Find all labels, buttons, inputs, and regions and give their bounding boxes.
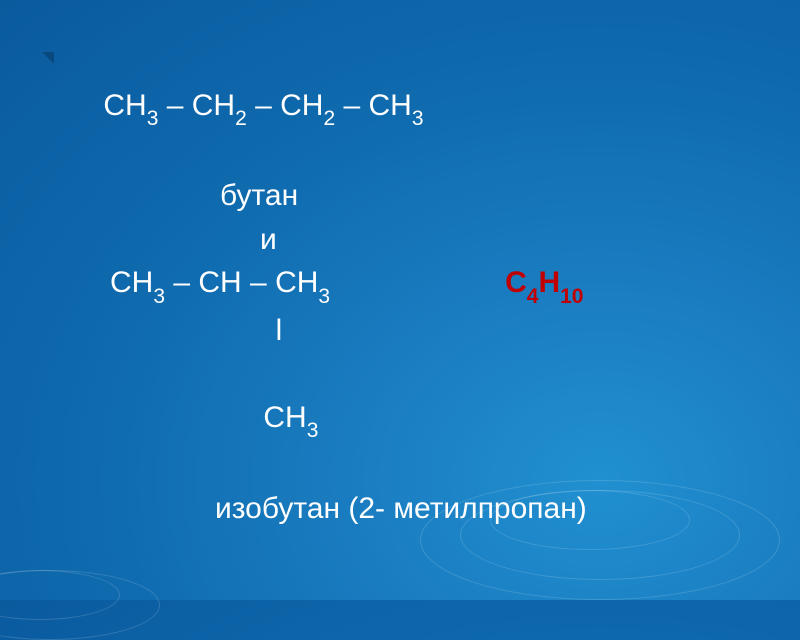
subscript: 2 xyxy=(235,107,247,130)
formula-text: – СН xyxy=(247,89,324,122)
formula-methyl-branch: СН3 xyxy=(70,352,750,486)
bond-vertical: ǀ xyxy=(70,309,750,353)
subscript: 3 xyxy=(147,107,159,130)
slide-content: СН3 – СН2 – СН2 – СН3 бутан и СН3 – СН –… xyxy=(0,0,800,530)
molecular-formula: С4Н10 xyxy=(505,261,583,308)
conjunction-and: и xyxy=(70,218,750,262)
formula-text: – СН xyxy=(158,89,235,122)
ripple-decoration xyxy=(490,490,690,550)
formula-isobutane-main: СН3 – СН – СН3 xyxy=(70,261,330,308)
formula-text: СН xyxy=(263,401,306,434)
subscript: 3 xyxy=(318,285,330,308)
formula-text: С xyxy=(505,266,527,299)
formula-text: СН xyxy=(110,266,153,299)
formula-text: – СН xyxy=(335,89,412,122)
formula-row-isobutane: СН3 – СН – СН3 С4Н10 xyxy=(70,261,750,308)
label-butane: бутан xyxy=(70,174,750,218)
subscript: 4 xyxy=(527,285,539,308)
formula-text: – СН – СН xyxy=(165,266,318,299)
formula-text: Н xyxy=(538,266,560,299)
formula-text: СН xyxy=(103,89,146,122)
subscript: 10 xyxy=(560,285,583,308)
subscript: 3 xyxy=(307,419,319,442)
formula-butane: СН3 – СН2 – СН2 – СН3 xyxy=(70,40,750,174)
subscript: 3 xyxy=(153,285,165,308)
subscript: 2 xyxy=(323,107,335,130)
ripple-decoration xyxy=(0,570,160,640)
subscript: 3 xyxy=(412,107,424,130)
